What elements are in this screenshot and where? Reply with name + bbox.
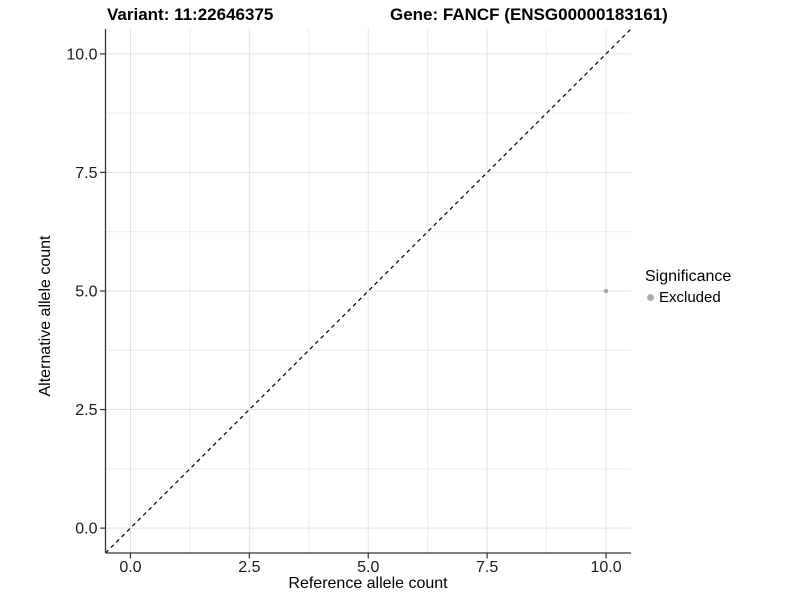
identity-line — [105, 28, 632, 554]
y-axis-title: Alternative allele count — [37, 235, 54, 397]
y-tick-label: 7.5 — [75, 165, 97, 182]
plot-title-variant: Variant: 11:22646375 — [107, 5, 274, 24]
x-tick-label: 0.0 — [119, 559, 141, 576]
y-tick-label: 2.5 — [75, 402, 97, 419]
legend-entry-excluded: Excluded — [645, 288, 731, 306]
x-tick-label: 7.5 — [476, 559, 498, 576]
plot-title-gene: Gene: FANCF (ENSG00000183161) — [390, 5, 668, 24]
y-tick-label: 0.0 — [75, 521, 97, 538]
legend: Significance Excluded — [645, 267, 731, 306]
legend-point-icon — [647, 293, 654, 301]
y-tick-label: 10.0 — [66, 46, 97, 63]
x-tick-label: 5.0 — [357, 559, 379, 576]
x-tick-label: 10.0 — [590, 559, 621, 576]
y-tick-label: 5.0 — [75, 284, 97, 301]
legend-title: Significance — [645, 268, 732, 285]
x-tick-label: 2.5 — [238, 559, 260, 576]
data-point — [603, 288, 609, 294]
x-axis-title: Reference allele count — [288, 575, 448, 592]
legend-entry-label: Excluded — [659, 288, 721, 306]
